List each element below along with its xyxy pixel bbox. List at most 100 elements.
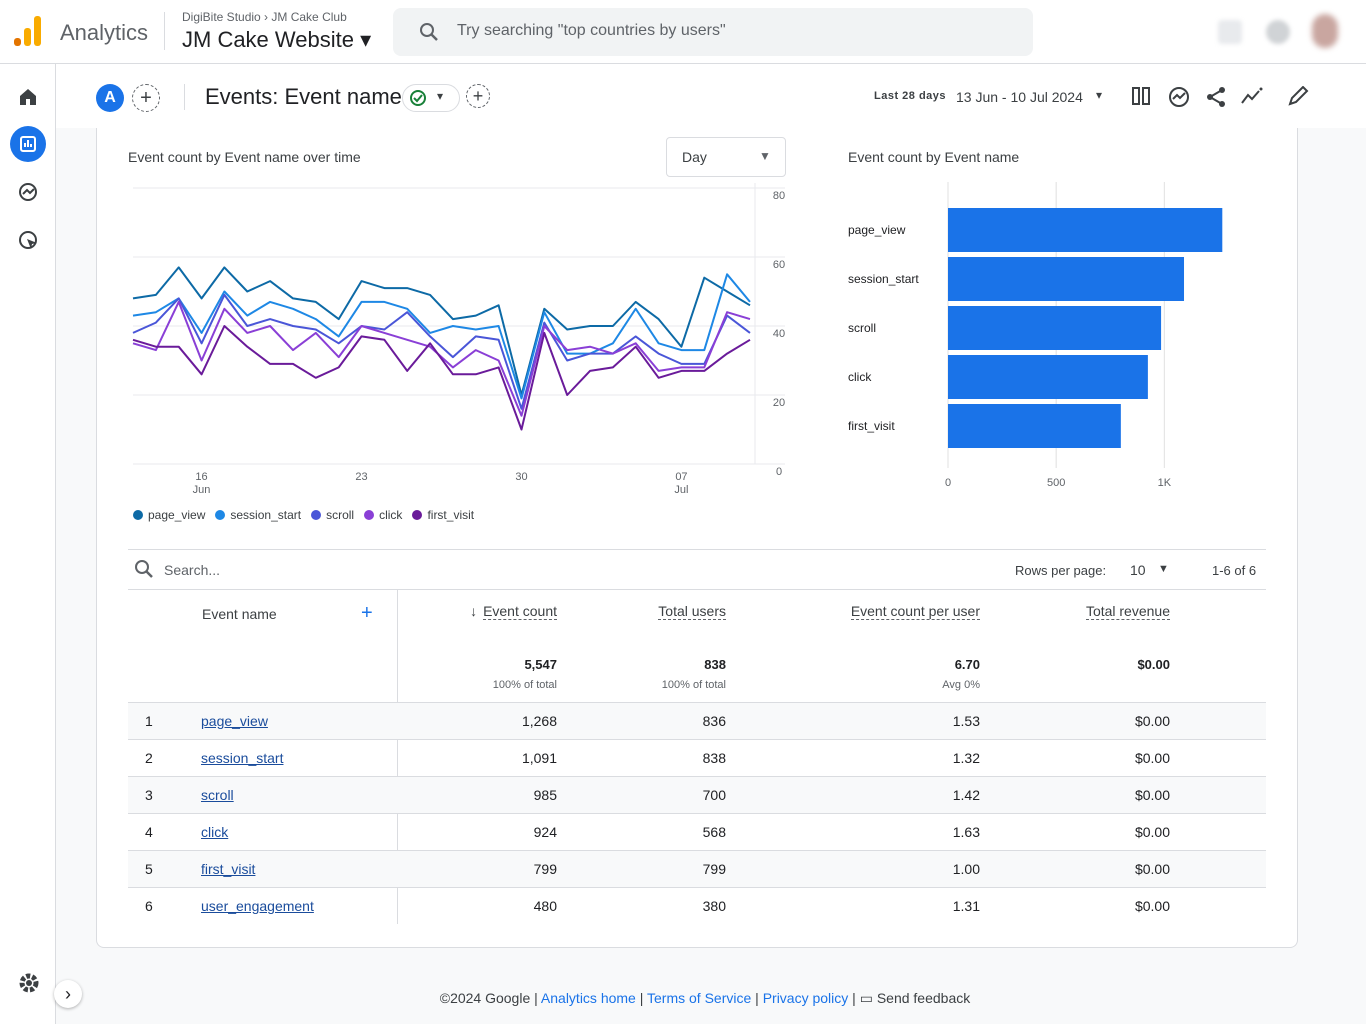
table-search[interactable]: Search... (164, 562, 220, 578)
row-index: 2 (145, 750, 153, 766)
column-header-wrap: Total revenue (1086, 603, 1170, 620)
total-value: 6.70 (955, 657, 980, 672)
column-header[interactable]: Event count per user (851, 603, 980, 620)
legend-swatch (133, 510, 143, 520)
row-index: 1 (145, 713, 153, 729)
row-divider (128, 702, 1266, 703)
bar (948, 306, 1161, 350)
footer: ©2024 Google | Analytics home | Terms of… (0, 990, 1366, 1007)
column-header[interactable]: Total revenue (1086, 603, 1170, 620)
series-line (133, 295, 750, 409)
cell-value: 836 (703, 713, 726, 729)
copyright: ©2024 Google (440, 990, 531, 1006)
cell-value: 1.00 (953, 861, 980, 877)
feedback-text[interactable]: Send feedback (877, 990, 970, 1006)
legend-swatch (215, 510, 225, 520)
y-tick-label: session_start (848, 272, 919, 286)
cell-value: 480 (534, 898, 557, 914)
bar (948, 257, 1184, 301)
cell-value: $0.00 (1135, 824, 1170, 840)
row-divider (128, 549, 1266, 550)
column-header: Event name (202, 606, 277, 622)
cell-value: $0.00 (1135, 861, 1170, 877)
event-link[interactable]: page_view (201, 713, 268, 729)
legend-item: scroll (311, 508, 354, 522)
legend-swatch (364, 510, 374, 520)
legend-swatch (412, 510, 422, 520)
total-value: 5,547 (524, 657, 557, 672)
y-tick-label: 0 (776, 466, 782, 478)
cell-value: 568 (703, 824, 726, 840)
total-note: Avg 0% (942, 679, 980, 691)
y-tick-label: 80 (773, 190, 785, 202)
row-divider (128, 887, 1266, 888)
legend-label: scroll (326, 508, 354, 522)
column-header-wrap: ↓Event count (470, 603, 557, 620)
legend-label: session_start (230, 508, 301, 522)
legend-item: click (364, 508, 402, 522)
footer-link[interactable]: Terms of Service (647, 990, 751, 1006)
x-tick-label: 1K (1158, 477, 1172, 489)
cell-value: $0.00 (1135, 713, 1170, 729)
cell-value: $0.00 (1135, 787, 1170, 803)
y-tick-label: scroll (848, 321, 876, 335)
search-icon (134, 559, 154, 584)
legend-swatch (311, 510, 321, 520)
column-header-wrap: Total users (658, 603, 726, 620)
data-table: Search...Rows per page:10▼1-6 of 6Event … (128, 549, 1266, 924)
x-tick-label: 23 (355, 471, 367, 483)
row-band (128, 850, 1266, 887)
event-link[interactable]: user_engagement (201, 898, 314, 914)
feedback[interactable]: ▭ Send feedback (860, 990, 971, 1006)
y-tick-label: 40 (773, 328, 785, 340)
cell-value: 924 (534, 824, 557, 840)
legend-label: click (379, 508, 402, 522)
rows-per-page[interactable]: 10 (1130, 562, 1146, 578)
column-header[interactable]: Event count (483, 603, 557, 620)
event-link[interactable]: click (201, 824, 228, 840)
cell-value: $0.00 (1135, 750, 1170, 766)
y-tick-label: 60 (773, 259, 785, 271)
x-tick-label: 0 (945, 477, 951, 489)
legend-item: page_view (133, 508, 205, 522)
event-link[interactable]: session_start (201, 750, 283, 766)
total-value: 838 (704, 657, 726, 672)
cell-value: 1,091 (522, 750, 557, 766)
row-divider (128, 850, 1266, 851)
bar (948, 208, 1222, 252)
x-tick-label: 30 (515, 471, 527, 483)
row-index: 4 (145, 824, 153, 840)
cell-value: 1.31 (953, 898, 980, 914)
legend-item: session_start (215, 508, 301, 522)
bar (948, 404, 1121, 448)
series-line (133, 274, 750, 398)
row-index: 6 (145, 898, 153, 914)
footer-link[interactable]: Privacy policy (763, 990, 849, 1006)
x-tick-label: 07Jul (674, 471, 688, 496)
x-tick-label: 500 (1047, 477, 1065, 489)
total-value: $0.00 (1137, 657, 1170, 672)
y-tick-label: page_view (848, 223, 906, 237)
column-header[interactable]: Total users (658, 603, 726, 620)
row-divider (128, 813, 1266, 814)
cell-value: 799 (703, 861, 726, 877)
y-tick-label: click (848, 370, 872, 384)
event-link[interactable]: scroll (201, 787, 234, 803)
legend-item: first_visit (412, 508, 474, 522)
cell-value: 838 (703, 750, 726, 766)
row-index: 5 (145, 861, 153, 877)
legend: page_view session_start scroll click first_v… (133, 508, 474, 522)
cell-value: 1.32 (953, 750, 980, 766)
cell-value: 1,268 (522, 713, 557, 729)
footer-link[interactable]: Analytics home (541, 990, 636, 1006)
row-band (128, 702, 1266, 739)
legend-label: first_visit (427, 508, 474, 522)
y-tick-label: 20 (773, 397, 785, 409)
column-header-wrap: Event count per user (851, 603, 980, 620)
cell-value: 1.53 (953, 713, 980, 729)
cell-value: 380 (703, 898, 726, 914)
cell-value: 799 (534, 861, 557, 877)
event-link[interactable]: first_visit (201, 861, 255, 877)
row-index: 3 (145, 787, 153, 803)
